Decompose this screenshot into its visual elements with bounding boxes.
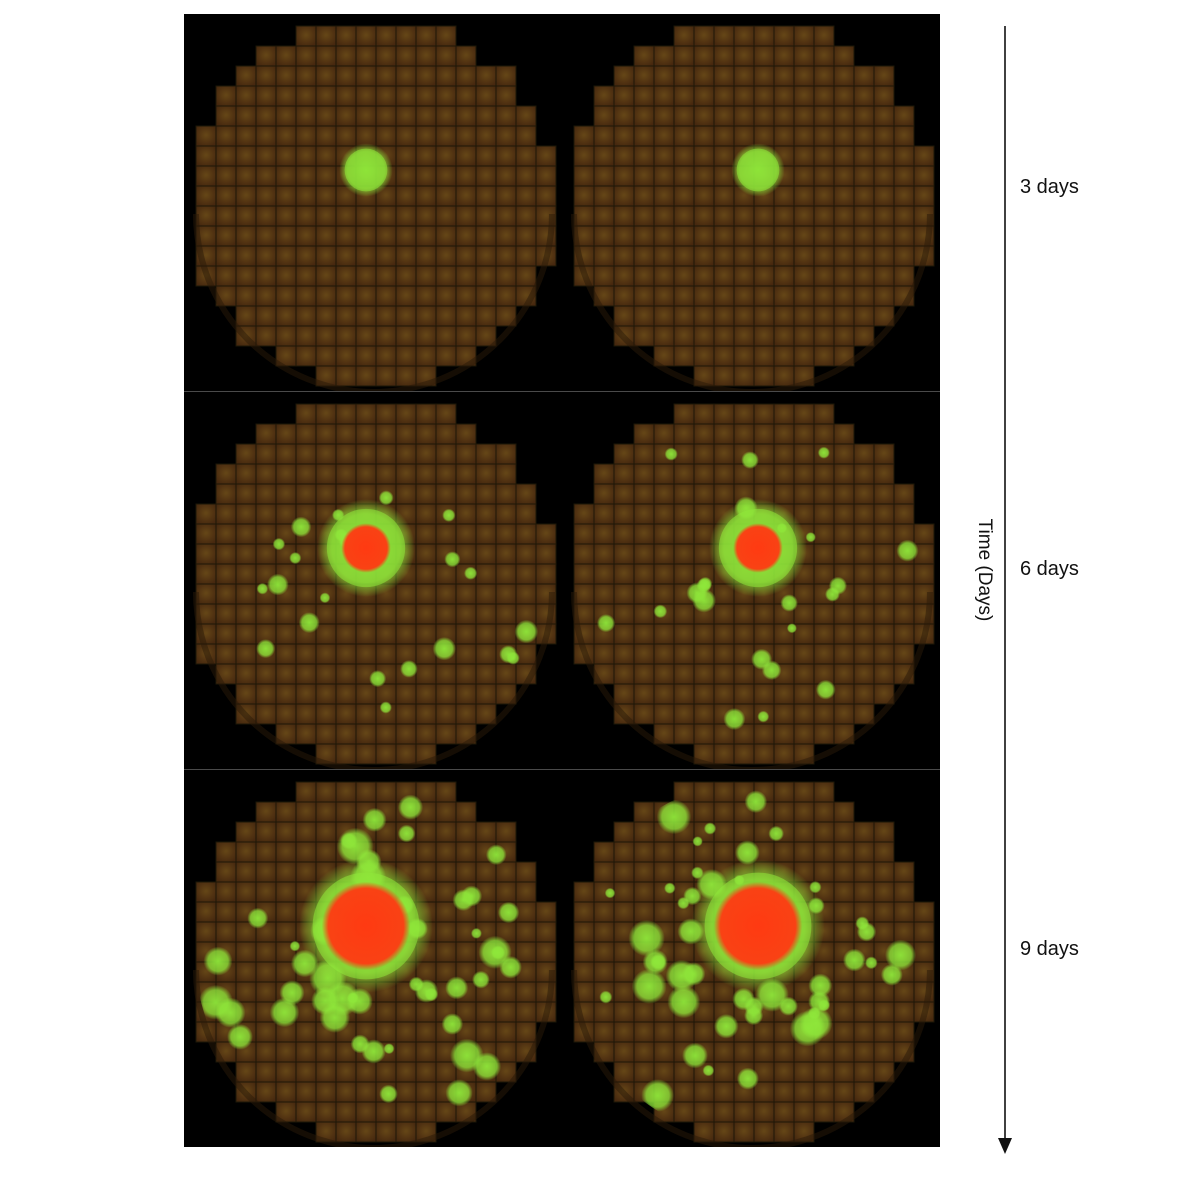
label-9-days: 9 days [1020,938,1079,960]
label-6-days: 6 days [1020,558,1079,580]
dish-image [571,781,935,1147]
dish-image [571,25,935,391]
microscopy-panel-grid [184,14,940,1147]
label-3-days: 3 days [1020,176,1079,198]
dish-image [193,403,557,769]
dish-image [571,403,935,769]
dish-image [193,25,557,391]
panel-9-days-replicate-1 [184,770,562,1147]
panel-9-days-replicate-2 [562,770,940,1147]
time-arrow [998,26,1012,1154]
panel-6-days-replicate-2 [562,392,940,769]
panel-3-days-replicate-1 [184,14,562,391]
dish-image [193,781,557,1147]
panel-3-days-replicate-2 [562,14,940,391]
time-axis-title: Time (Days) [974,518,995,622]
row-divider [184,391,940,392]
row-divider [184,769,940,770]
panel-6-days-replicate-1 [184,392,562,769]
